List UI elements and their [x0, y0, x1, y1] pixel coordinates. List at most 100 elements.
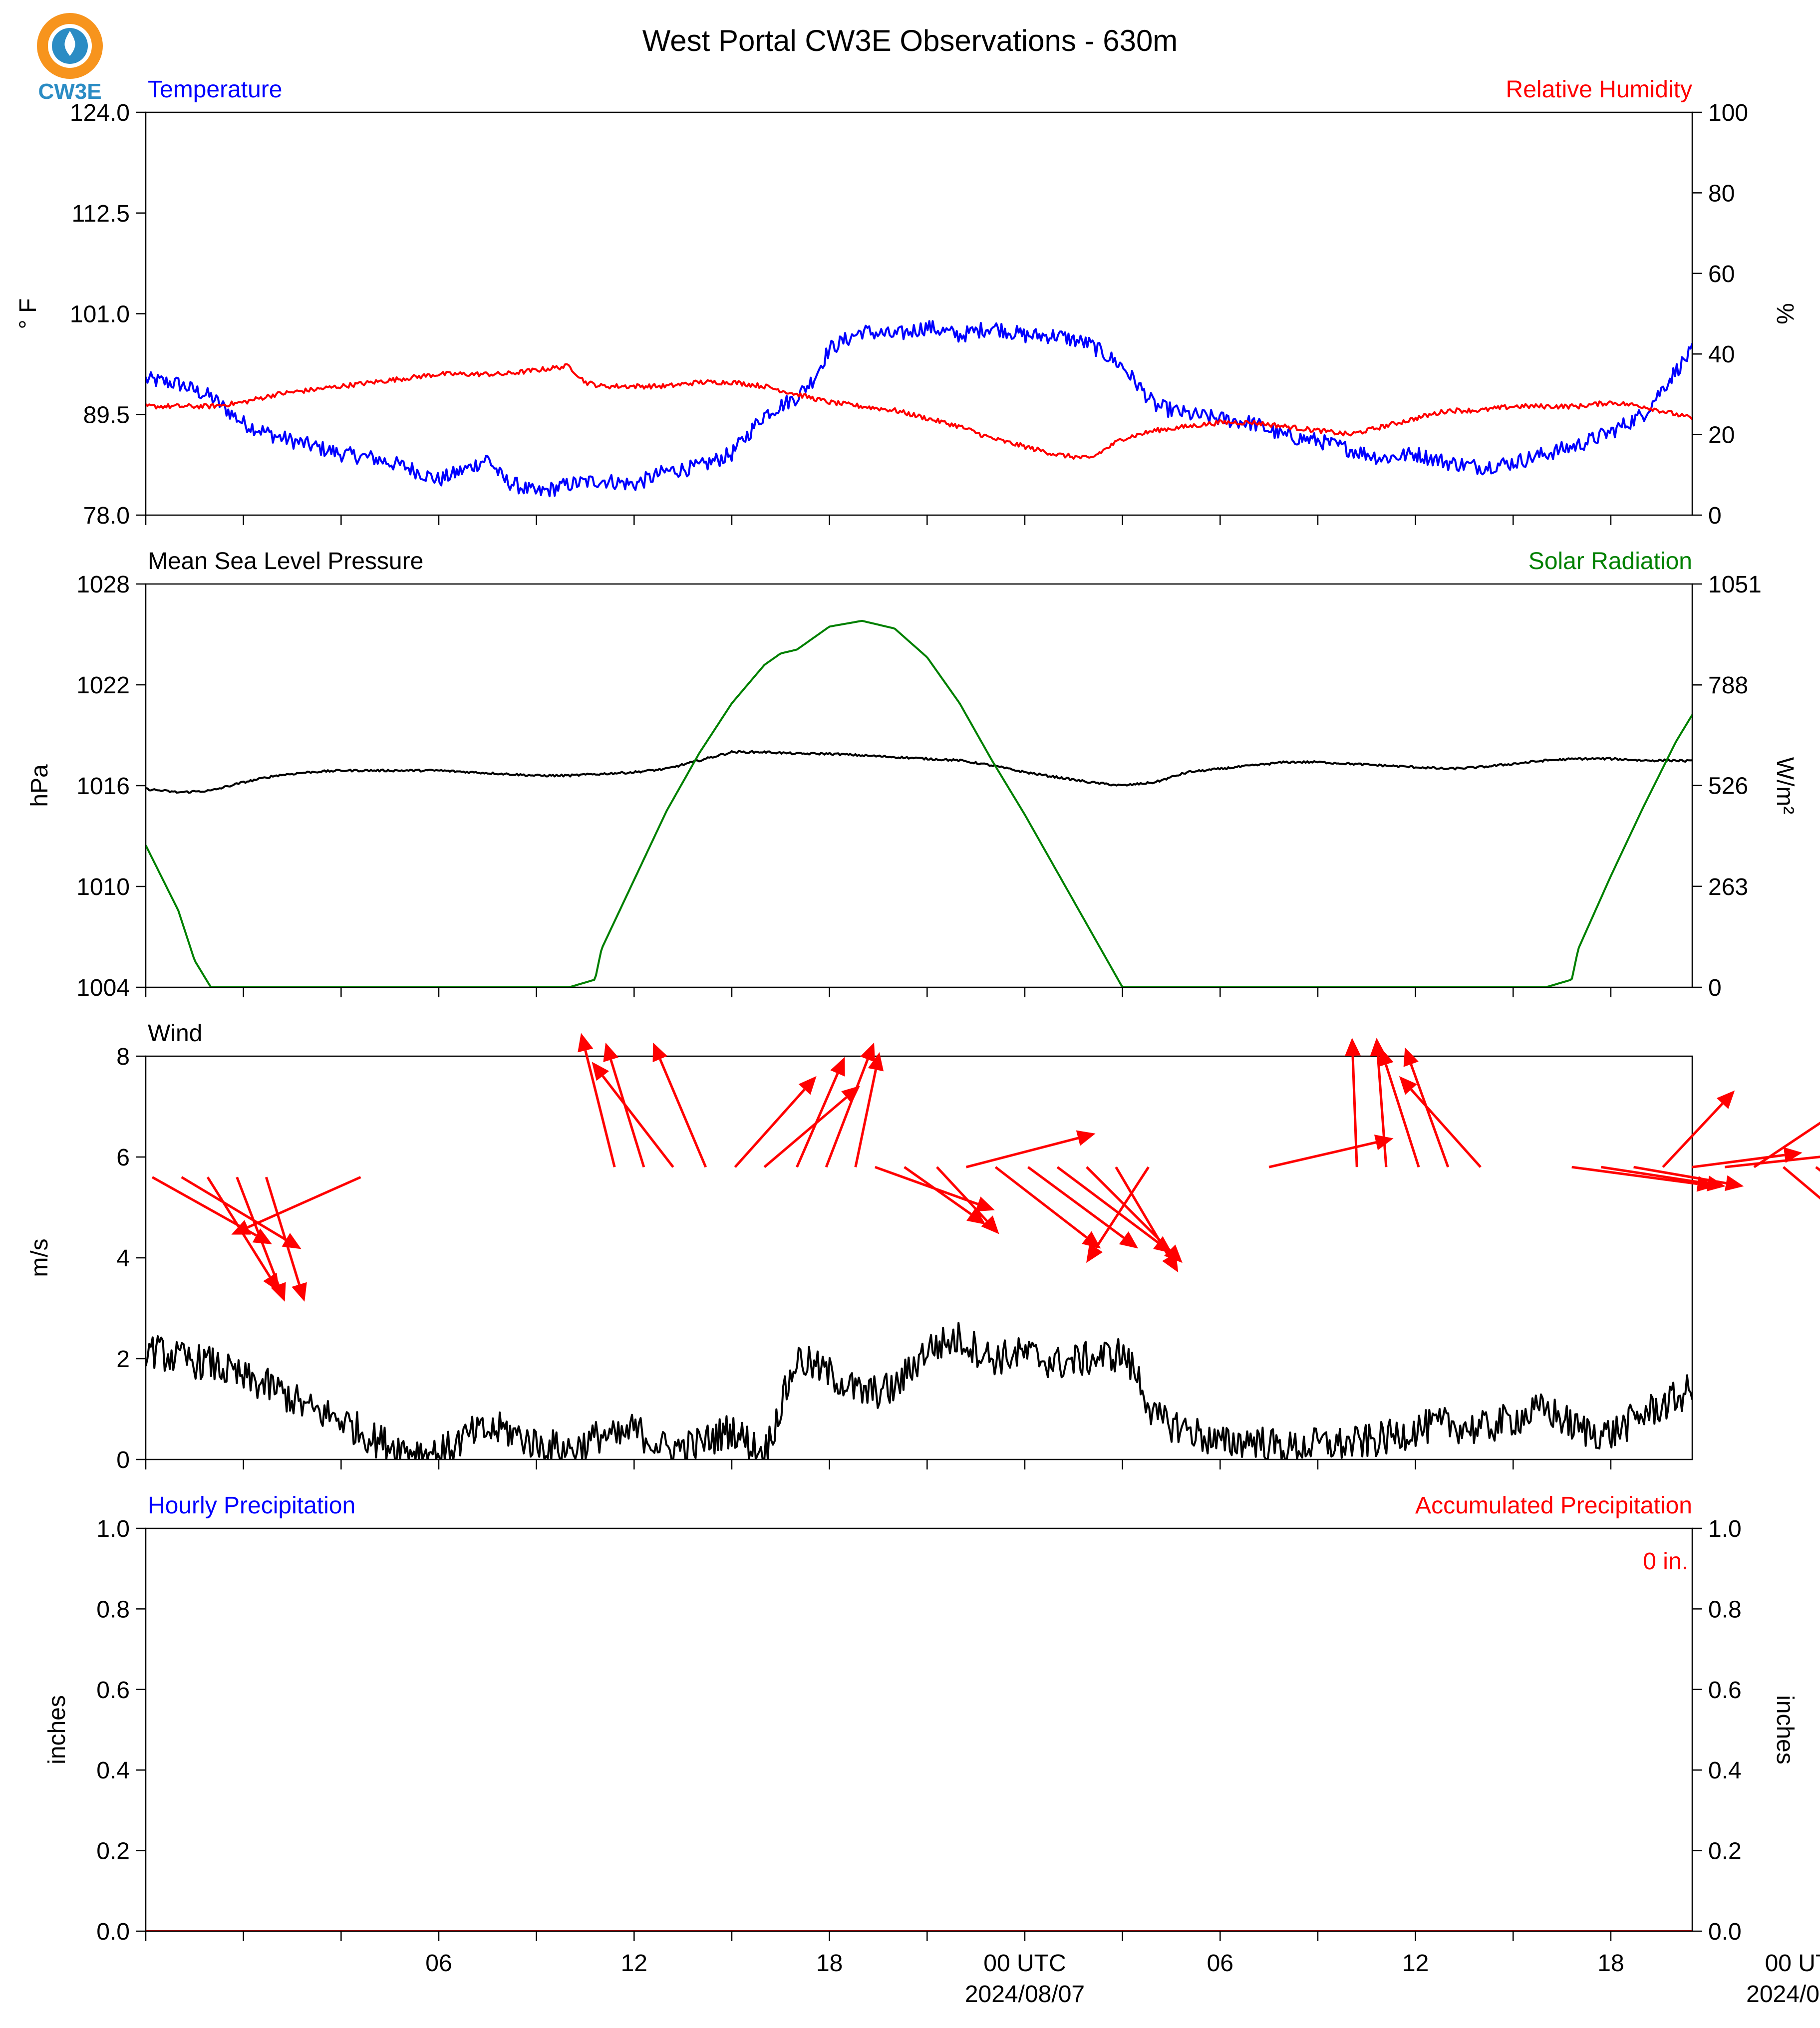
- wind-arrow-shaft: [1376, 1055, 1388, 1167]
- wind-arrow-shaft: [1056, 1166, 1159, 1244]
- y-tick-label-left: 0: [116, 1447, 130, 1473]
- y-tick-label-right: 20: [1708, 422, 1735, 449]
- x-tick-label: 18: [816, 1950, 843, 1977]
- wind-arrow-head: [603, 1042, 619, 1062]
- wind-arrow: [652, 1042, 707, 1168]
- y-tick-label-left: 1028: [76, 572, 130, 598]
- y-tick-label-left: 6: [116, 1145, 130, 1171]
- wind-arrow: [1027, 1166, 1139, 1249]
- wind-arrow: [854, 1052, 884, 1167]
- wind-arrow-shaft: [1571, 1165, 1698, 1185]
- wind-arrow-head: [1378, 1047, 1394, 1067]
- y-tick-label-right: 263: [1708, 874, 1748, 900]
- x-date-label: 2024/08/08: [1746, 1981, 1820, 2008]
- wind-arrow-head: [252, 1228, 272, 1244]
- y-tick-label-left: 0.2: [96, 1838, 130, 1865]
- wind-arrow-shaft: [1268, 1141, 1377, 1168]
- wind-arrow: [1344, 1038, 1361, 1167]
- wind-arrow-shaft: [734, 1089, 806, 1168]
- wind-arrow-shaft: [763, 1096, 848, 1168]
- y-tick-label-right: 0: [1708, 975, 1722, 1001]
- wind-arrow: [1115, 1166, 1179, 1273]
- wind-arrow-head: [1076, 1130, 1096, 1146]
- logo-text: CW3E: [38, 79, 101, 104]
- wind-arrow: [965, 1130, 1096, 1168]
- water-drop-icon: [64, 31, 75, 56]
- y-tick-label-left: 1010: [76, 874, 130, 900]
- wind-arrows: [151, 1033, 1820, 1302]
- wind-arrow-shaft: [1783, 1166, 1820, 1200]
- y-tick-label-right: 80: [1708, 180, 1735, 207]
- wind-arrow-head: [1716, 1090, 1735, 1109]
- wind-arrow-head: [1783, 1147, 1803, 1163]
- wind-arrow-shaft: [1662, 1103, 1724, 1168]
- y-tick-label-right: 0.4: [1708, 1757, 1742, 1784]
- wind-arrow-shaft: [1724, 1156, 1820, 1168]
- y-tick-label-left: 4: [116, 1245, 130, 1272]
- wind-arrow-head: [1403, 1047, 1419, 1067]
- wind-arrow-head: [868, 1052, 884, 1072]
- y-tick-label-left: 124.0: [70, 100, 130, 126]
- x-tick-label: 06: [425, 1950, 452, 1977]
- y-tick-label-left: 1.0: [96, 1516, 130, 1542]
- wind-arrow: [1724, 1156, 1820, 1168]
- wind-arrow-head: [1344, 1038, 1361, 1056]
- wind-arrow-shaft: [1384, 1064, 1420, 1167]
- wind-arrow-shaft: [236, 1176, 280, 1286]
- wind-arrow: [825, 1042, 876, 1168]
- wind-arrow-shaft: [904, 1166, 972, 1215]
- x-axis-labels: 06 12 18 00 UTC 2024/08/07 06 12 18 00 UTC 2024/0…: [425, 1950, 1820, 2008]
- y-tick-label-left: 8: [116, 1044, 130, 1070]
- wind-arrow: [236, 1176, 286, 1302]
- y-tick-label-right: 1051: [1708, 572, 1762, 598]
- wind-arrow-shaft: [825, 1059, 869, 1168]
- x-tick-label: 18: [1597, 1950, 1624, 1977]
- wind-arrow-head: [860, 1042, 876, 1063]
- wind-arrow-shaft: [994, 1166, 1088, 1239]
- x-date-label: 2024/08/07: [965, 1981, 1085, 2008]
- y-tick-label-left: 112.5: [71, 201, 130, 227]
- y-tick-label-left: 1022: [76, 672, 130, 699]
- y-tick-label-right: 0: [1708, 503, 1722, 529]
- cw3e-logo: CW3E: [37, 13, 103, 104]
- y-tick-label-left: 1016: [76, 773, 130, 800]
- wind-arrow-head: [231, 1220, 251, 1235]
- y-tick-label-right: 0.0: [1708, 1919, 1742, 1945]
- wind-arrow: [1086, 1166, 1150, 1263]
- panel-title-right: Solar Radiation: [1528, 548, 1692, 575]
- y-tick-label-right: 0.6: [1708, 1677, 1742, 1704]
- y-tick-label-left: 0.8: [96, 1596, 130, 1623]
- wind-arrow-shaft: [584, 1050, 616, 1167]
- panel-title-left: Mean Sea Level Pressure: [148, 548, 423, 575]
- wind-arrow-shaft: [1351, 1056, 1358, 1167]
- x-tick-label: 12: [1402, 1950, 1429, 1977]
- wind-arrow: [796, 1057, 845, 1168]
- wind-arrow-head: [798, 1076, 817, 1095]
- y-axis-label-left: m/s: [26, 1238, 53, 1277]
- wind-arrow-shaft: [854, 1069, 877, 1167]
- y-tick-label-left: 0.4: [96, 1757, 130, 1784]
- panel-temperature-humidity: 78.0 89.5 101.0 112.5 124.0 0 20 40 60 80 100 Tempe…: [15, 76, 1798, 529]
- wind-arrow-shaft: [936, 1166, 988, 1222]
- wind-arrow-head: [1119, 1231, 1139, 1249]
- wind-arrow-shaft: [965, 1137, 1079, 1168]
- y-tick-label-right: 100: [1708, 100, 1748, 126]
- wind-arrow: [1662, 1090, 1735, 1168]
- y-tick-label-left: 0.6: [96, 1677, 130, 1704]
- y-axis-label-left: ° F: [15, 298, 41, 329]
- y-tick-label-right: 526: [1708, 773, 1748, 800]
- wind-arrow-shaft: [1027, 1166, 1125, 1239]
- wind-arrow-shaft: [609, 1059, 645, 1167]
- wind-arrow-shaft: [602, 1075, 674, 1168]
- panel-title-right: Accumulated Precipitation: [1415, 1492, 1692, 1519]
- wind-arrow: [734, 1076, 817, 1168]
- y-axis-label-left: hPa: [26, 764, 53, 807]
- wind-arrow-head: [578, 1033, 594, 1053]
- y-tick-label-right: 0.2: [1708, 1838, 1742, 1865]
- wind-arrow-head: [975, 1196, 995, 1212]
- series-line-solar-radiation: [146, 619, 1692, 987]
- wind-arrow-shaft: [181, 1176, 287, 1241]
- wind-arrow-shaft: [1633, 1165, 1727, 1184]
- wind-arrow-head: [1082, 1231, 1101, 1249]
